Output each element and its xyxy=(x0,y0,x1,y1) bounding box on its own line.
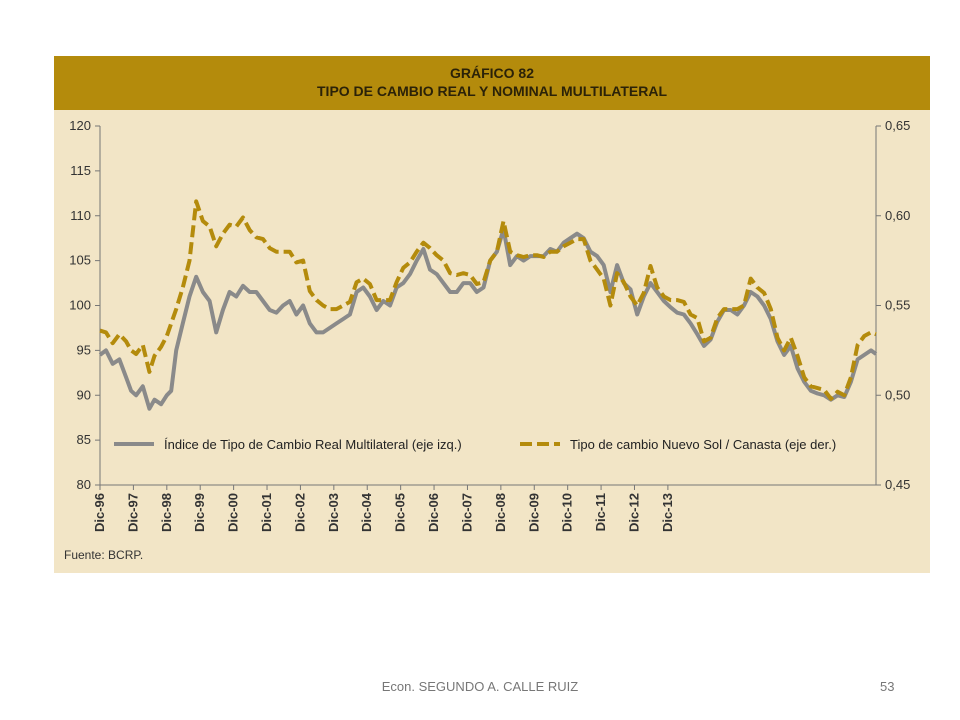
y-right-tick-label: 0,50 xyxy=(885,387,910,402)
x-tick-label: Dic-05 xyxy=(393,493,408,532)
y-left-tick-label: 115 xyxy=(70,163,91,178)
x-tick-label: Dic-97 xyxy=(125,493,140,532)
series-nominal-line xyxy=(99,199,877,401)
x-tick-label: Dic-00 xyxy=(226,493,241,532)
legend-label-real: Índice de Tipo de Cambio Real Multilater… xyxy=(164,437,462,452)
y-left-tick-label: 105 xyxy=(69,253,91,268)
x-tick-label: Dic-08 xyxy=(493,493,508,532)
x-tick-label: Dic-06 xyxy=(426,493,441,532)
x-tick-label: Dic-99 xyxy=(192,493,207,532)
y-left-tick-label: 95 xyxy=(77,342,91,357)
x-tick-label: Dic-01 xyxy=(259,493,274,532)
chart-subtitle: TIPO DE CAMBIO REAL Y NOMINAL MULTILATER… xyxy=(317,83,667,99)
line-chart: 80 85 90 95 100 105 110 115 120 0,45 0,50 0,55 0,60 0… xyxy=(69,118,910,532)
slide-footer-text: Econ. SEGUNDO A. CALLE RUIZ xyxy=(381,679,579,694)
y-left-tick-label: 90 xyxy=(77,387,91,402)
legend-label-nominal: Tipo de cambio Nuevo Sol / Canasta (eje … xyxy=(570,437,836,452)
y-left-tick-label: 110 xyxy=(70,208,91,223)
x-tick-label: Dic-11 xyxy=(593,493,608,531)
x-tick-label: Dic-04 xyxy=(359,492,374,532)
chart-panel: GRÁFICO 82 TIPO DE CAMBIO REAL Y NOMINAL… xyxy=(54,56,930,573)
y-right-tick-label: 0,60 xyxy=(885,208,910,223)
chart-title: GRÁFICO 82 xyxy=(449,65,534,81)
chart-source: Fuente: BCRP. xyxy=(64,548,144,562)
y-right-tick-label: 0,45 xyxy=(885,477,910,492)
x-tick-label: Dic-12 xyxy=(626,493,641,532)
y-right-tick-label: 0,65 xyxy=(885,118,910,133)
series-real-line xyxy=(98,227,878,411)
x-tick-label: Dic-96 xyxy=(92,493,107,532)
y-left-tick-label: 120 xyxy=(69,118,91,133)
x-tick-label: Dic-10 xyxy=(560,493,575,532)
y-left-tick-label: 85 xyxy=(77,432,91,447)
x-tick-label: Dic-09 xyxy=(526,493,541,532)
y-right-tick-label: 0,55 xyxy=(885,298,910,313)
x-tick-label: Dic-03 xyxy=(326,493,341,532)
x-tick-label: Dic-07 xyxy=(459,493,474,532)
slide-page-number: 53 xyxy=(880,679,895,694)
x-tick-label: Dic-02 xyxy=(292,493,307,532)
y-left-tick-label: 100 xyxy=(69,298,91,313)
y-left-tick-label: 80 xyxy=(77,477,91,492)
x-tick-label: Dic-13 xyxy=(660,493,675,532)
x-tick-label: Dic-98 xyxy=(159,493,174,532)
chart-header: GRÁFICO 82 TIPO DE CAMBIO REAL Y NOMINAL… xyxy=(54,56,930,110)
